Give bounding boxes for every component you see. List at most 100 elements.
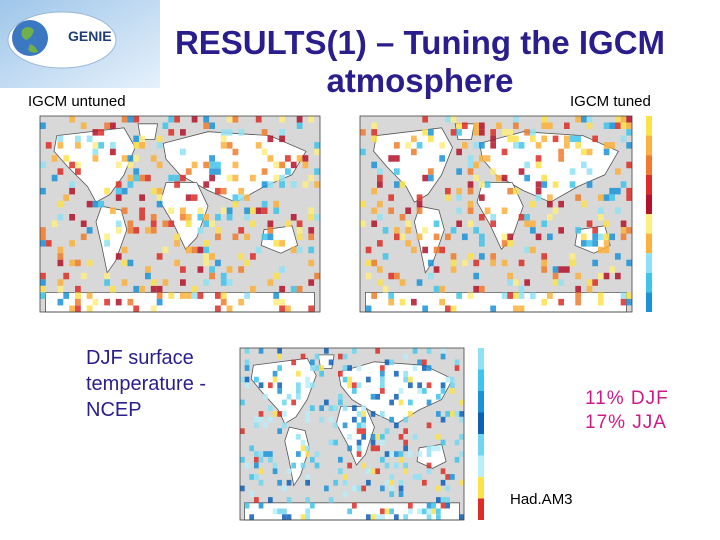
anomaly-cell [273, 298, 280, 306]
anomaly-cell [569, 135, 576, 143]
map-plot [359, 115, 633, 313]
stats-line-2: 17% JJA [585, 412, 667, 433]
anomaly-cell [220, 207, 227, 214]
anomaly-cell [255, 116, 262, 123]
anomaly-cell [238, 298, 245, 306]
anomaly-cell [226, 266, 233, 273]
anomaly-cell [185, 220, 192, 227]
anomaly-cell [575, 135, 581, 143]
anomaly-cell [162, 220, 169, 227]
anomaly-cell [422, 388, 427, 394]
anomaly-cell [104, 279, 110, 286]
anomaly-cell [454, 365, 460, 371]
anomaly-cell [440, 416, 446, 423]
anomaly-cell [541, 174, 547, 182]
anomaly-cell [282, 514, 287, 520]
anomaly-cell [428, 129, 434, 136]
anomaly-cell [370, 468, 376, 475]
anomaly-cell [586, 279, 593, 286]
anomaly-cell [575, 227, 581, 234]
colorbar-step [478, 498, 484, 520]
anomaly-cell [69, 240, 75, 247]
anomaly-cell [162, 122, 169, 129]
anomaly-cell [226, 214, 233, 221]
anomaly-cell [426, 445, 432, 452]
anomaly-cell [479, 214, 485, 221]
anomaly-cell [296, 116, 303, 123]
anomaly-cell [296, 233, 303, 241]
anomaly-cell [377, 214, 383, 221]
anomaly-cell [433, 233, 440, 241]
anomaly-cell [127, 174, 134, 182]
anomaly-cell [558, 155, 564, 162]
anomaly-cell [156, 292, 163, 299]
anomaly-cell [203, 259, 210, 267]
anomaly-cell [308, 233, 315, 241]
anomaly-cell [535, 181, 542, 188]
anomaly-cell [592, 135, 598, 143]
anomaly-cell [417, 508, 422, 515]
anomaly-cell [399, 279, 406, 286]
anomaly-cell [412, 434, 418, 440]
anomaly-cell [305, 376, 310, 383]
anomaly-cell [127, 155, 134, 162]
anomaly-cell [445, 187, 451, 195]
anomaly-cell [398, 434, 404, 440]
anomaly-cell [615, 207, 621, 214]
anomaly-cell [518, 214, 525, 221]
anomaly-cell [620, 227, 627, 234]
anomaly-cell [592, 259, 598, 267]
anomaly-cell [338, 399, 343, 406]
anomaly-cell [380, 456, 385, 463]
anomaly-cell [541, 135, 547, 143]
anomaly-cell [411, 298, 417, 306]
anomaly-cell [389, 491, 394, 497]
anomaly-cell [133, 285, 140, 293]
anomaly-cell [547, 194, 553, 201]
anomaly-cell [620, 292, 627, 299]
anomaly-cell [244, 292, 250, 299]
anomaly-cell [586, 148, 593, 156]
map-plot [39, 115, 321, 313]
anomaly-cell [371, 292, 377, 299]
anomaly-cell [575, 285, 581, 293]
anomaly-cell [433, 246, 440, 254]
anomaly-cell [279, 174, 285, 182]
anomaly-cell [268, 405, 273, 411]
anomaly-cell [285, 220, 291, 227]
anomaly-cell [215, 161, 221, 169]
anomaly-cell [277, 388, 282, 394]
anomaly-cell [436, 393, 441, 400]
anomaly-cell [258, 468, 264, 475]
anomaly-cell [615, 122, 621, 129]
anomaly-cell [69, 161, 75, 169]
anomaly-cell [558, 227, 564, 234]
anomaly-cell [238, 187, 245, 195]
anomaly-cell [484, 155, 491, 162]
anomaly-cell [314, 451, 320, 457]
anomaly-cell [40, 240, 46, 247]
anomaly-cell [462, 233, 468, 241]
anomaly-cell [428, 259, 434, 267]
anomaly-cell [361, 416, 366, 423]
anomaly-cell [389, 451, 394, 457]
anomaly-cell [450, 388, 455, 394]
anomaly-cell [261, 207, 268, 214]
anomaly-cell [296, 122, 303, 129]
anomaly-cell [431, 502, 436, 509]
colorbar-step [478, 369, 484, 391]
anomaly-cell [244, 502, 250, 509]
anomaly-cell [371, 259, 377, 267]
anomaly-cell [454, 456, 460, 463]
anomaly-cell [342, 474, 348, 480]
colorbar-step [646, 272, 652, 293]
anomaly-cell [342, 376, 348, 383]
anomaly-cell [291, 359, 296, 366]
anomaly-cell [133, 116, 140, 123]
anomaly-cell [366, 376, 371, 383]
anomaly-cell [273, 174, 280, 182]
anomaly-cell [104, 122, 110, 129]
anomaly-cell [296, 393, 301, 400]
anomaly-cell [258, 411, 264, 417]
anomaly-cell [569, 168, 576, 175]
